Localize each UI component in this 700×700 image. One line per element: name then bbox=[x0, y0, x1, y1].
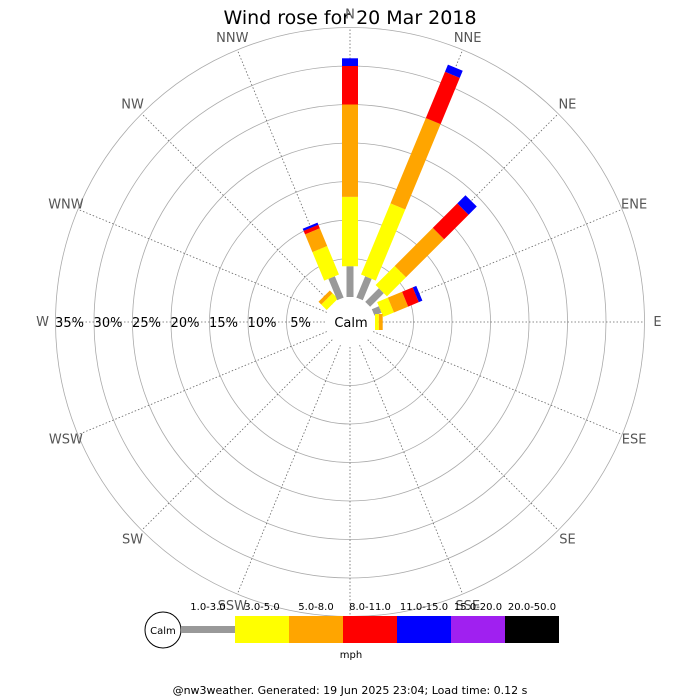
bar-e-bin-2 bbox=[378, 314, 383, 330]
grid-spoke bbox=[77, 208, 328, 313]
direction-label-wsw: WSW bbox=[49, 433, 83, 448]
direction-label-e: E bbox=[653, 315, 661, 330]
bar-ne-bin-0 bbox=[365, 288, 384, 307]
bar-nne-bin-1 bbox=[361, 203, 406, 281]
bar-nw-bin-1 bbox=[321, 293, 338, 310]
bar-ene-bin-2 bbox=[387, 291, 409, 313]
bar-ne-bin-3 bbox=[432, 203, 469, 240]
legend-swatch-4 bbox=[397, 616, 451, 643]
legend-swatch-1 bbox=[235, 616, 289, 643]
bar-nnw-bin-0 bbox=[328, 276, 344, 301]
ring-label: 20% bbox=[171, 316, 200, 331]
grid-spoke bbox=[236, 49, 341, 300]
bar-nnw-bin-3 bbox=[303, 224, 320, 235]
bar-nnw-bin-2 bbox=[305, 228, 328, 253]
legend-label-2: 5.0-8.0 bbox=[298, 602, 333, 613]
direction-label-ene: ENE bbox=[621, 197, 647, 212]
bar-nnw-bin-1 bbox=[312, 246, 339, 281]
bar-nne-bin-4 bbox=[444, 64, 463, 78]
grid-spoke bbox=[372, 208, 623, 313]
legend-swatch-0 bbox=[181, 626, 235, 633]
footer-text: @nw3weather. Generated: 19 Jun 2025 23:0… bbox=[173, 684, 528, 697]
legend-swatch-6 bbox=[505, 616, 559, 643]
direction-label-nnw: NNW bbox=[216, 31, 248, 46]
grid-spoke bbox=[359, 344, 464, 595]
direction-label-nne: NNE bbox=[454, 31, 482, 46]
direction-label-se: SE bbox=[559, 532, 575, 547]
bar-ne-bin-1 bbox=[375, 265, 407, 297]
calm-layer: Calm bbox=[325, 297, 375, 347]
grid-spoke bbox=[141, 113, 333, 305]
bar-nne-bin-0 bbox=[356, 276, 372, 301]
legend-label-5: 15.0-20.0 bbox=[454, 602, 502, 613]
bar-n-bin-0 bbox=[346, 266, 354, 297]
ring-label: 5% bbox=[290, 316, 311, 331]
chart-title: Wind rose for 20 Mar 2018 bbox=[223, 7, 476, 29]
direction-label-ssw: SSW bbox=[218, 599, 248, 614]
ring-label: 10% bbox=[248, 316, 277, 331]
bar-nw-bin-2 bbox=[318, 290, 333, 305]
ring-label: 25% bbox=[132, 316, 161, 331]
bar-ene-bin-1 bbox=[377, 297, 394, 317]
ring-label: 30% bbox=[94, 316, 123, 331]
bar-ne-bin-2 bbox=[394, 227, 445, 278]
bar-nne-bin-3 bbox=[425, 71, 460, 125]
legend-label-0: 1.0-3.0 bbox=[190, 602, 225, 613]
bar-n-bin-1 bbox=[342, 196, 358, 267]
legend-swatch-3 bbox=[343, 616, 397, 643]
bar-ene-bin-3 bbox=[402, 287, 419, 307]
legend-label-6: 20.0-50.0 bbox=[508, 602, 556, 613]
direction-label-wnw: WNW bbox=[48, 197, 84, 212]
bar-n-bin-4 bbox=[342, 58, 358, 66]
legend-swatch-5 bbox=[451, 616, 505, 643]
legend-label-4: 11.0-15.0 bbox=[400, 602, 448, 613]
direction-label-w: W bbox=[36, 315, 49, 330]
labels-layer: NNNENEENEEESESESSESSSWSWWSWWWNWNWNNW5%10… bbox=[36, 8, 662, 638]
ring-label: 35% bbox=[55, 316, 84, 331]
calm-circle bbox=[325, 297, 375, 347]
grid-spoke bbox=[141, 339, 333, 531]
grid-spoke bbox=[372, 331, 623, 436]
grid-spoke bbox=[367, 339, 559, 531]
direction-label-sw: SW bbox=[122, 532, 143, 547]
bar-e-bin-1 bbox=[375, 314, 379, 330]
bar-ene-bin-0 bbox=[371, 306, 382, 316]
legend-label-3: 8.0-11.0 bbox=[349, 602, 391, 613]
bar-nne-bin-2 bbox=[390, 117, 441, 210]
bars-layer bbox=[302, 58, 477, 330]
bar-n-bin-2 bbox=[342, 104, 358, 197]
ring-label: 15% bbox=[209, 316, 238, 331]
bar-nnw-bin-4 bbox=[302, 222, 319, 231]
legend-swatch-2 bbox=[289, 616, 343, 643]
legend-unit: mph bbox=[340, 650, 362, 661]
legend-calm-label: Calm bbox=[150, 626, 176, 637]
direction-label-ne: NE bbox=[558, 98, 576, 113]
bar-n-bin-3 bbox=[342, 66, 358, 105]
grid-spoke bbox=[77, 331, 328, 436]
bar-ne-bin-4 bbox=[457, 195, 477, 215]
legend-label-1: 3.0-5.0 bbox=[244, 602, 279, 613]
calm-label: Calm bbox=[334, 316, 367, 331]
direction-label-ese: ESE bbox=[622, 433, 647, 448]
legend: Calm 1.0-3.0 3.0-5.0 5.0-8.0 8.0-11.0 11.0-15… bbox=[144, 602, 559, 661]
direction-label-sse: SSE bbox=[455, 599, 480, 614]
bar-ene-bin-4 bbox=[412, 285, 423, 303]
grid-spoke bbox=[367, 113, 559, 305]
direction-label-n: N bbox=[345, 8, 355, 23]
grid-spoke bbox=[236, 344, 341, 595]
direction-label-nw: NW bbox=[121, 98, 144, 113]
